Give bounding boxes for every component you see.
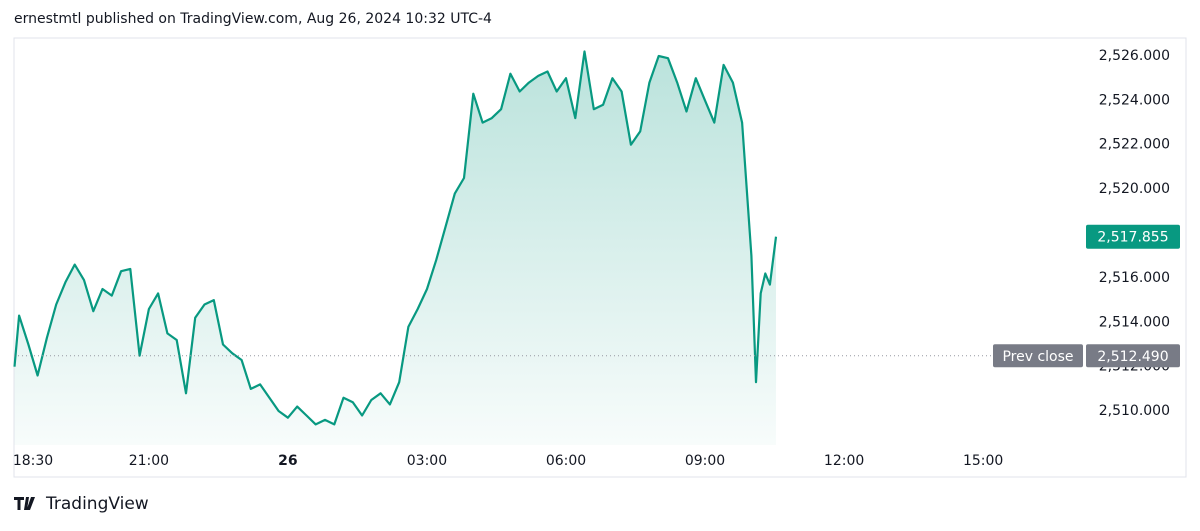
price-line bbox=[13, 50, 778, 426]
y-tick-label: 2,516.000 bbox=[1099, 270, 1170, 286]
y-tick-label: 2,520.000 bbox=[1099, 181, 1170, 197]
y-tick-label: 2,522.000 bbox=[1099, 137, 1170, 153]
y-tick-label: 2,526.000 bbox=[1099, 48, 1170, 64]
y-tick-label: 2,510.000 bbox=[1099, 403, 1170, 419]
last-price-label: 2,517.855 bbox=[1097, 230, 1168, 246]
x-tick-label: 18:30 bbox=[13, 453, 53, 469]
x-tick-label: 09:00 bbox=[685, 453, 725, 469]
area-fill bbox=[14, 51, 776, 445]
x-tick-label: 26 bbox=[278, 453, 297, 469]
x-tick-label: 21:00 bbox=[129, 453, 169, 469]
y-tick-label: 2,524.000 bbox=[1099, 92, 1170, 108]
y-tick-label: 2,514.000 bbox=[1099, 314, 1170, 330]
footer-brand: TradingView bbox=[45, 494, 149, 514]
prev-close-value-tag bbox=[1086, 344, 1180, 368]
footer-logo bbox=[14, 497, 35, 510]
x-tick-label: 12:00 bbox=[824, 453, 864, 469]
prev-close-value: 2,512.490 bbox=[1097, 349, 1168, 365]
x-tick-label: 06:00 bbox=[546, 453, 586, 469]
last-price-tag bbox=[1086, 224, 1180, 249]
prev-close-name: Prev close bbox=[1002, 349, 1073, 365]
frame bbox=[13, 37, 1187, 478]
header: ernestmtl published on TradingView.com, … bbox=[14, 11, 492, 27]
x-tick-label: 15:00 bbox=[963, 453, 1003, 469]
x-tick-label: 03:00 bbox=[407, 453, 447, 469]
prev-close-tag bbox=[993, 344, 1083, 368]
